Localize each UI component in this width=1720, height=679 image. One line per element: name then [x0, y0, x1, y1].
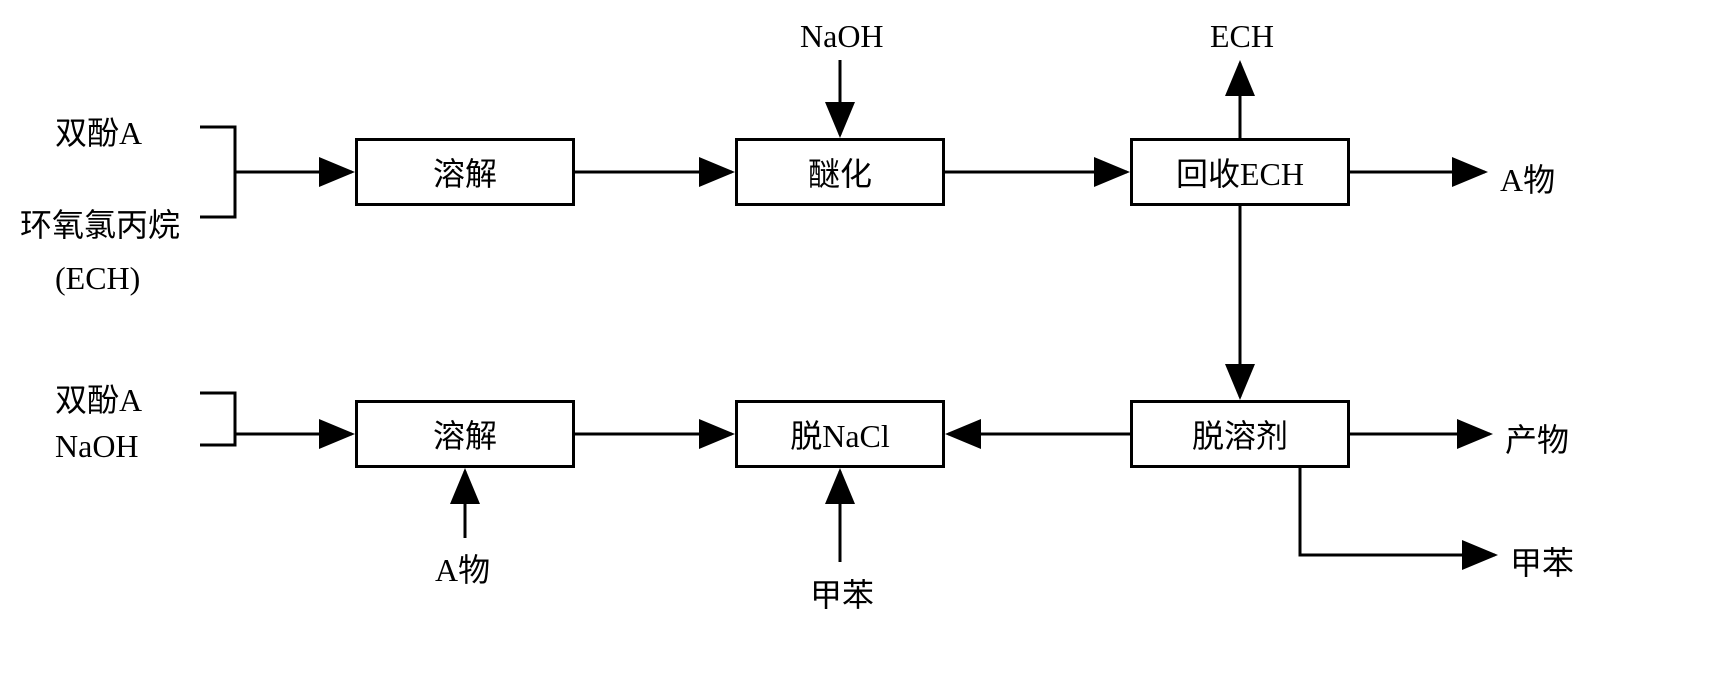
label-bisphenol-a-1: 双酚A: [55, 108, 142, 154]
box-etherify: 醚化: [735, 138, 945, 206]
label-toluene-out: 甲苯: [1510, 538, 1574, 584]
label-a-sub-right: A物: [1500, 155, 1555, 201]
label-product: 产物: [1505, 415, 1569, 461]
box-recover-ech: 回收ECH: [1130, 138, 1350, 206]
box-dissolve-1: 溶解: [355, 138, 575, 206]
box-de-nacl: 脱NaCl: [735, 400, 945, 468]
label-naoh-2: NaOH: [55, 428, 139, 465]
label-ech-top: ECH: [1210, 18, 1274, 55]
label-epichloro: 环氧氯丙烷: [20, 200, 180, 246]
box-dissolve-2: 溶解: [355, 400, 575, 468]
label-toluene-in: 甲苯: [810, 570, 874, 616]
label-bisphenol-a-2: 双酚A: [55, 375, 142, 421]
label-ech-paren: (ECH): [55, 260, 140, 297]
label-a-sub-bottom: A物: [435, 545, 490, 591]
box-de-solvent: 脱溶剂: [1130, 400, 1350, 468]
label-naoh-top: NaOH: [800, 18, 884, 55]
